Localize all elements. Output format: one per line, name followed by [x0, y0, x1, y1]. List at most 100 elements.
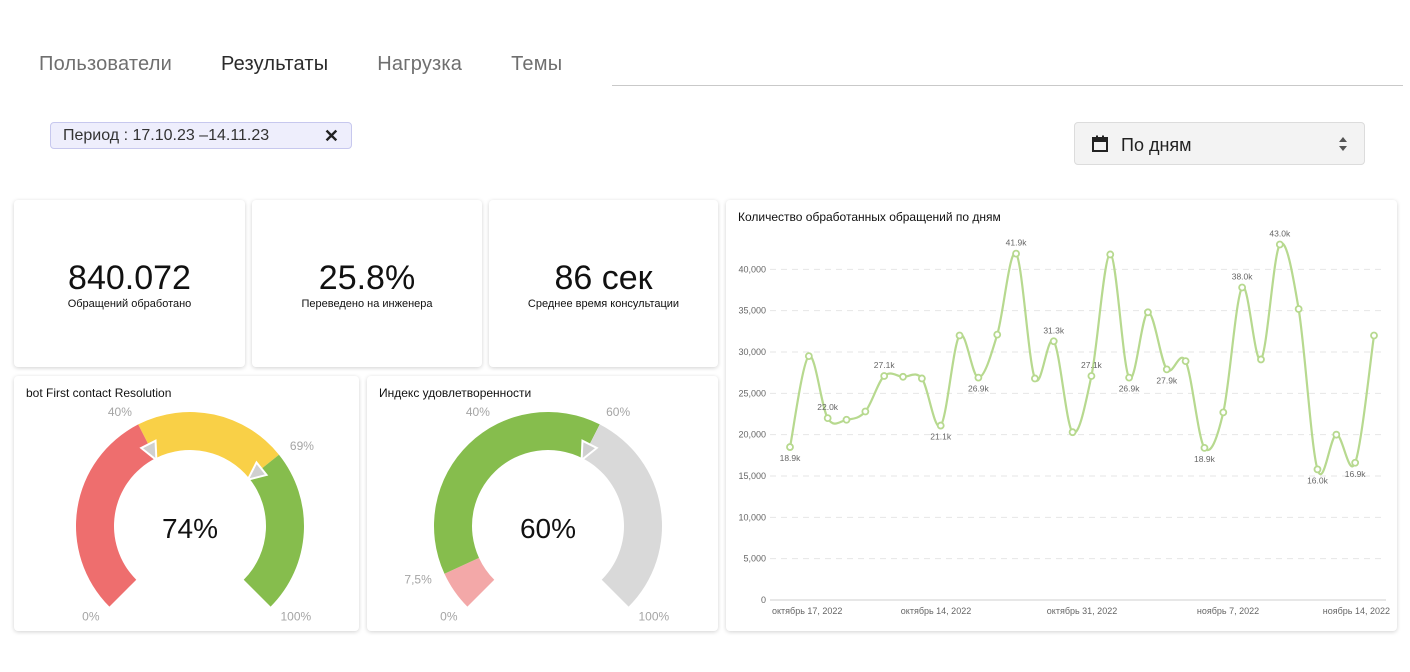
data-point[interactable]	[804, 352, 813, 361]
kpi-card-avg-time: 86 сек Среднее время консультации	[489, 200, 718, 367]
gauge-chart: 0% 7,5% 40% 60% 100% 60%	[404, 405, 670, 624]
sort-arrows-icon	[1339, 137, 1347, 151]
line-chart: 0 5,000 10,000 15,000 20,000 25,000 30,000 35,0…	[738, 229, 1390, 616]
data-point[interactable]	[1181, 357, 1190, 365]
gauge-pointer	[139, 439, 158, 463]
gauge-tick-label: 40%	[108, 405, 132, 419]
gauge-tick-label: 60%	[606, 405, 630, 419]
gauge-chart: 0% 40% 69% 100% 74%	[76, 405, 314, 624]
grouping-select[interactable]: По дням	[1074, 122, 1365, 165]
data-label: 27.9k	[1156, 375, 1178, 385]
tab-bar: Пользователи Результаты Нагрузка Темы	[39, 53, 611, 76]
close-icon[interactable]: ✕	[323, 126, 339, 146]
gauge-tick-label: 40%	[466, 405, 490, 419]
chart-title: Количество обработанных обращений по дня…	[738, 210, 1001, 224]
x-tick-label: ноябрь 7, 2022	[1197, 606, 1259, 616]
gauge-value: 74%	[162, 513, 218, 544]
gauge-segment	[243, 454, 304, 607]
data-point[interactable]	[1275, 240, 1284, 249]
data-point[interactable]	[1068, 428, 1077, 437]
data-point[interactable]	[1106, 250, 1115, 259]
data-point[interactable]	[1313, 465, 1322, 474]
gauge-tick-label: 100%	[639, 610, 670, 624]
data-point[interactable]	[955, 331, 964, 340]
data-point[interactable]	[1238, 283, 1247, 292]
data-point[interactable]	[1370, 331, 1378, 340]
data-point[interactable]	[974, 373, 983, 382]
gauge-value: 60%	[520, 513, 576, 544]
y-tick-label: 10,000	[738, 512, 766, 522]
data-label: 16.0k	[1307, 475, 1329, 485]
data-label: 16.9k	[1345, 469, 1367, 479]
data-point[interactable]	[1031, 374, 1039, 383]
data-point[interactable]	[1144, 308, 1152, 317]
data-point[interactable]	[1012, 249, 1020, 258]
tab-results[interactable]: Результаты	[220, 53, 329, 75]
period-filter-label: Период : 17.10.23 –14.11.23	[63, 126, 270, 144]
y-tick-label: 30,000	[738, 347, 766, 357]
gauge-segment	[138, 412, 279, 479]
data-label: 27.1k	[874, 360, 896, 370]
x-tick-label: октябрь 14, 2022	[901, 606, 971, 616]
gauge-title: Индекс удовлетворенности	[379, 386, 532, 400]
data-point[interactable]	[786, 443, 794, 451]
data-label: 22.0k	[817, 402, 839, 412]
gauge-tick-label: 100%	[281, 610, 312, 624]
data-point[interactable]	[1125, 373, 1133, 382]
data-label: 38.0k	[1232, 272, 1254, 282]
data-point[interactable]	[1162, 365, 1171, 374]
data-label: 41.9k	[1006, 238, 1028, 248]
data-label: 31.3k	[1043, 325, 1065, 335]
data-label: 21.1k	[930, 432, 952, 442]
gauge-tick-label: 0%	[440, 610, 458, 624]
tab-users[interactable]: Пользователи	[39, 53, 172, 75]
period-filter-chip[interactable]: Период : 17.10.23 –14.11.23 ✕	[50, 122, 352, 149]
gauge-segment	[76, 424, 156, 607]
data-label: 18.9k	[780, 453, 802, 463]
data-point[interactable]	[1294, 305, 1303, 313]
data-point[interactable]	[917, 374, 926, 383]
gauge-segment	[582, 424, 662, 607]
line-chart-card: Количество обработанных обращений по дня…	[726, 200, 1397, 631]
x-tick-label: октябрь 31, 2022	[1047, 606, 1117, 616]
grouping-select-value: По дням	[1121, 135, 1192, 155]
gauge-pointer	[245, 460, 269, 482]
gauge-tick-label: 69%	[290, 439, 314, 453]
y-tick-label: 15,000	[738, 471, 766, 481]
gauge-title: bot First contact Resolution	[26, 386, 172, 400]
data-point[interactable]	[1219, 408, 1228, 417]
data-point[interactable]	[936, 421, 945, 430]
data-point[interactable]	[880, 372, 889, 380]
gauge-tick-label: 7,5%	[404, 573, 432, 587]
x-tick-label: октябрь 17, 2022	[772, 606, 842, 616]
data-point[interactable]	[861, 407, 870, 416]
gauge-pointer	[580, 439, 599, 463]
data-point[interactable]	[842, 415, 851, 424]
data-label: 26.9k	[968, 384, 990, 394]
data-point[interactable]	[993, 330, 1002, 339]
data-point[interactable]	[1049, 337, 1058, 346]
data-point[interactable]	[1351, 458, 1360, 467]
tab-topics[interactable]: Темы	[511, 53, 563, 75]
kpi-value: 840.072	[68, 259, 191, 297]
tab-load[interactable]: Нагрузка	[377, 53, 463, 75]
data-label: 27.1k	[1081, 360, 1103, 370]
gauge-card-fcr: bot First contact Resolution 0% 40% 69% 100…	[14, 376, 359, 631]
kpi-value: 25.8%	[318, 259, 416, 297]
data-point[interactable]	[1332, 430, 1341, 439]
tabs-divider	[612, 85, 1403, 86]
data-point[interactable]	[823, 414, 832, 423]
kpi-label: Переведено на инженера	[301, 298, 433, 310]
data-label: 26.9k	[1119, 384, 1141, 394]
data-point[interactable]	[1257, 355, 1265, 364]
y-tick-label: 0	[761, 595, 766, 605]
kpi-label: Среднее время консультации	[527, 298, 680, 310]
gauge-segment	[434, 412, 600, 574]
data-point[interactable]	[1087, 372, 1096, 380]
data-point[interactable]	[1200, 443, 1209, 452]
y-tick-label: 40,000	[738, 264, 766, 274]
data-point[interactable]	[899, 372, 907, 381]
data-label: 18.9k	[1194, 454, 1216, 464]
kpi-value: 86 сек	[554, 259, 653, 297]
series-line	[788, 242, 1376, 476]
